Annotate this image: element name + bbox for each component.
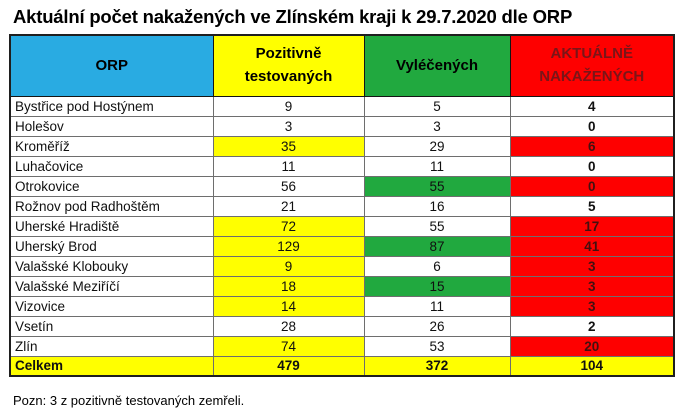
table-row: Rožnov pod Radhoštěm 21 16 5 (9, 195, 675, 217)
table-row: Kroměříž 35 29 6 (9, 135, 675, 157)
positive-tested-cell: 9 (212, 255, 365, 277)
currently-infected-cell: 5 (509, 195, 675, 217)
currently-infected-cell: 41 (509, 235, 675, 257)
positive-tested-cell: 35 (212, 135, 365, 157)
orp-name-cell: Uherské Hradiště (9, 215, 214, 237)
positive-tested-cell: 74 (212, 335, 365, 357)
cured-cell: 55 (363, 175, 511, 197)
cured-cell: 87 (363, 235, 511, 257)
cured-cell: 53 (363, 335, 511, 357)
table-row: Uherský Brod 129 87 41 (9, 235, 675, 257)
table-row: Otrokovice 56 55 0 (9, 175, 675, 197)
table-row: Luhačovice 11 11 0 (9, 155, 675, 177)
positive-tested-cell: 21 (212, 195, 365, 217)
header-cured: Vyléčených (363, 34, 511, 97)
orp-name-cell: Vsetín (9, 315, 214, 337)
cured-cell: 11 (363, 295, 511, 317)
table-row: Holešov 3 3 0 (9, 115, 675, 137)
footnote: Pozn: 3 z pozitivně testovaných zemřeli. (13, 393, 245, 408)
orp-name-cell: Valašské Meziříčí (9, 275, 214, 297)
positive-tested-cell: 72 (212, 215, 365, 237)
header-currently-infected: AKTUÁLNĚ NAKAŽENÝCH (509, 34, 675, 97)
currently-infected-cell: 3 (509, 275, 675, 297)
cured-cell: 5 (363, 95, 511, 117)
table-row: Bystřice pod Hostýnem 9 5 4 (9, 95, 675, 117)
header-positive-tested: Pozitivně testovaných (212, 34, 365, 97)
cured-cell: 26 (363, 315, 511, 337)
table-row: Valašské Meziříčí 18 15 3 (9, 275, 675, 297)
currently-infected-cell: 0 (509, 115, 675, 137)
cured-cell: 6 (363, 255, 511, 277)
orp-name-cell: Celkem (9, 355, 214, 377)
orp-name-cell: Rožnov pod Radhoštěm (9, 195, 214, 217)
table-row: Celkem 479 372 104 (9, 355, 675, 377)
table-row: Valašské Klobouky 9 6 3 (9, 255, 675, 277)
cured-cell: 15 (363, 275, 511, 297)
positive-tested-cell: 11 (212, 155, 365, 177)
cured-cell: 55 (363, 215, 511, 237)
cured-cell: 11 (363, 155, 511, 177)
currently-infected-cell: 2 (509, 315, 675, 337)
currently-infected-cell: 17 (509, 215, 675, 237)
orp-name-cell: Luhačovice (9, 155, 214, 177)
orp-name-cell: Uherský Brod (9, 235, 214, 257)
currently-infected-cell: 6 (509, 135, 675, 157)
positive-tested-cell: 14 (212, 295, 365, 317)
currently-infected-cell: 104 (509, 355, 675, 377)
table-row: Zlín 74 53 20 (9, 335, 675, 357)
orp-name-cell: Bystřice pod Hostýnem (9, 95, 214, 117)
positive-tested-cell: 129 (212, 235, 365, 257)
positive-tested-cell: 56 (212, 175, 365, 197)
page-title: Aktuální počet nakažených ve Zlínském kr… (13, 6, 573, 27)
positive-tested-cell: 28 (212, 315, 365, 337)
orp-table: ORP Pozitivně testovaných Vyléčených AKT… (9, 34, 675, 377)
cured-cell: 16 (363, 195, 511, 217)
orp-name-cell: Kroměříž (9, 135, 214, 157)
currently-infected-cell: 20 (509, 335, 675, 357)
orp-name-cell: Vizovice (9, 295, 214, 317)
positive-tested-cell: 9 (212, 95, 365, 117)
currently-infected-cell: 0 (509, 155, 675, 177)
cured-cell: 3 (363, 115, 511, 137)
header-orp: ORP (9, 34, 214, 97)
table-row: Uherské Hradiště 72 55 17 (9, 215, 675, 237)
orp-name-cell: Holešov (9, 115, 214, 137)
currently-infected-cell: 3 (509, 295, 675, 317)
currently-infected-cell: 4 (509, 95, 675, 117)
currently-infected-cell: 0 (509, 175, 675, 197)
orp-name-cell: Otrokovice (9, 175, 214, 197)
table-row: Vsetín 28 26 2 (9, 315, 675, 337)
table-row: Vizovice 14 11 3 (9, 295, 675, 317)
table-body: Bystřice pod Hostýnem 9 5 4 Holešov 3 3 … (9, 95, 675, 377)
positive-tested-cell: 18 (212, 275, 365, 297)
orp-name-cell: Zlín (9, 335, 214, 357)
orp-name-cell: Valašské Klobouky (9, 255, 214, 277)
cured-cell: 29 (363, 135, 511, 157)
cured-cell: 372 (363, 355, 511, 377)
positive-tested-cell: 3 (212, 115, 365, 137)
currently-infected-cell: 3 (509, 255, 675, 277)
positive-tested-cell: 479 (212, 355, 365, 377)
header-row: ORP Pozitivně testovaných Vyléčených AKT… (9, 34, 675, 97)
